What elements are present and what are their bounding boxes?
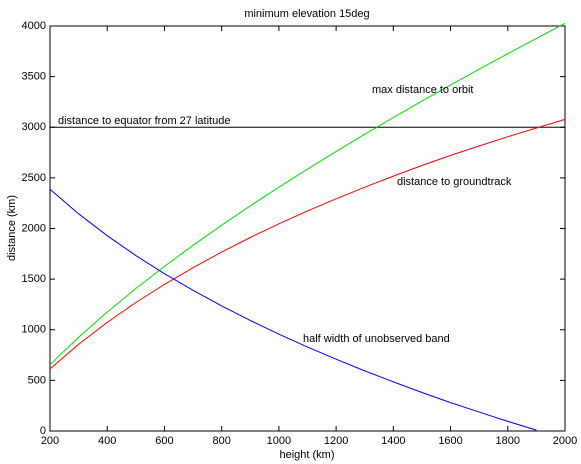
y-tick-label: 0 [40,425,46,437]
chart-title: minimum elevation 15deg [244,8,369,20]
series-line [49,22,566,366]
annotation: max distance to orbit [372,84,474,96]
y-tick-label: 500 [28,374,46,386]
y-tick-label: 3000 [22,121,46,133]
x-tick-label: 1000 [267,435,291,447]
y-axis-label: distance (km) [6,195,18,261]
x-tick-label: 1800 [496,435,520,447]
x-tick-label: 600 [155,435,173,447]
x-tick-label: 1400 [381,435,405,447]
annotation: distance to groundtrack [397,176,512,188]
x-tick-label: 200 [41,435,59,447]
series-line [49,188,537,431]
x-tick-label: 1600 [438,435,462,447]
x-tick-label: 400 [98,435,116,447]
y-tick-label: 4000 [22,20,46,32]
annotation: distance to equator from 27 latitude [58,115,230,127]
annotation: half width of unobserved band [303,333,450,345]
y-tick-label: 2000 [22,222,46,234]
series-line [49,118,566,370]
y-tick-label: 1500 [22,273,46,285]
x-axis-label: height (km) [279,449,334,461]
y-tick-label: 1000 [22,324,46,336]
x-tick-label: 800 [212,435,230,447]
y-tick-label: 3500 [22,71,46,83]
plot-area [49,25,566,432]
x-tick-label: 1200 [324,435,348,447]
x-tick-label: 2000 [553,435,577,447]
y-tick-label: 2500 [22,172,46,184]
